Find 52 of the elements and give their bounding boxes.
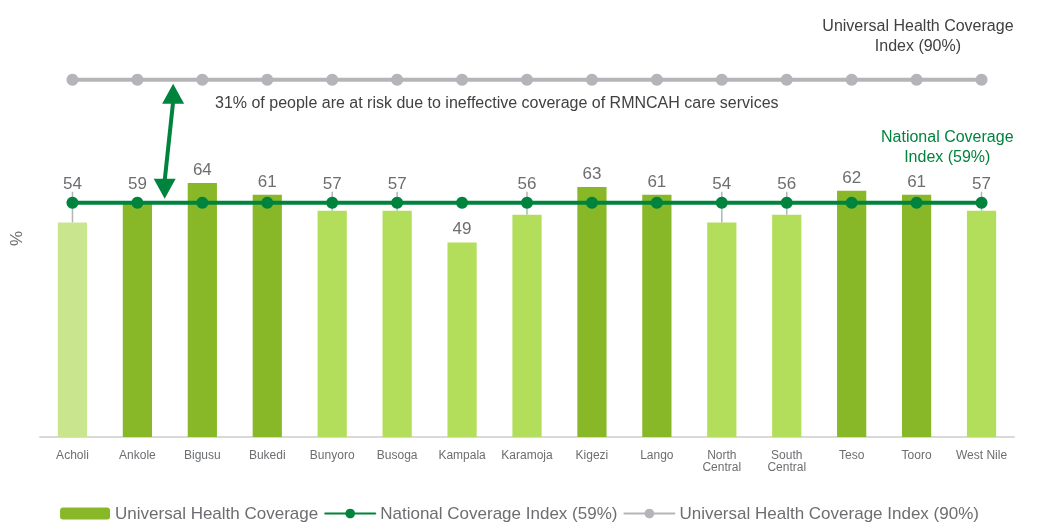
bar (642, 194, 672, 437)
x-tick-label: West Nile (955, 448, 1008, 462)
data-label: 54 (712, 173, 732, 193)
bar (187, 182, 217, 437)
x-tick-label: Ankole (119, 448, 157, 462)
x-tick-label: Bigusu (183, 448, 221, 462)
data-label: 61 (907, 171, 927, 191)
bar (252, 194, 282, 437)
bar (772, 214, 802, 437)
data-label: 54 (63, 173, 82, 193)
annotation: National Coverage Index (59%) (881, 128, 1014, 166)
bar (317, 210, 347, 437)
bar (966, 210, 997, 437)
data-label: 56 (777, 173, 797, 193)
bar (512, 214, 542, 437)
x-tick-label: Bukedi (248, 448, 286, 462)
data-label: 57 (972, 173, 991, 193)
x-tick-label: Busoga (376, 448, 418, 462)
x-tick-label: Bunyoro (309, 448, 355, 462)
data-label: 59 (127, 173, 147, 193)
x-tick-label: Tooro (901, 448, 932, 462)
x-tick-label: Karamoja (501, 448, 553, 462)
x-tick-label: Acholi (56, 448, 89, 462)
x-tick-label: North Central (702, 448, 742, 474)
legend-label: Universal Health Coverage Index (90%) (679, 504, 979, 523)
data-label: 64 (192, 159, 212, 179)
bar (122, 202, 153, 437)
x-tick-label: Kampala (438, 448, 487, 462)
bar (837, 190, 867, 437)
bar (382, 210, 412, 437)
data-label: 57 (322, 173, 342, 193)
x-tick-label: Kigezi (575, 448, 609, 462)
data-label: 57 (387, 173, 407, 193)
x-tick-label: South Central (767, 448, 807, 474)
data-label: 63 (582, 163, 602, 183)
data-label: 49 (452, 219, 472, 239)
x-tick-label: Lango (640, 448, 674, 462)
data-label: 56 (517, 173, 537, 193)
bar (577, 186, 607, 437)
y-axis-title: % (7, 230, 26, 247)
bar (447, 242, 477, 437)
bar (57, 222, 88, 437)
legend-label: National Coverage Index (59%) (380, 504, 618, 523)
bar (707, 222, 737, 437)
bar (901, 194, 932, 437)
data-label: 61 (257, 171, 277, 191)
annotation: Universal Health Coverage Index (90%) (822, 17, 1014, 55)
annotation: 31% of people are at risk due to ineffective coverage of RMNCAH care services (215, 93, 779, 111)
legend-label: Universal Health Coverage (115, 504, 319, 523)
data-label: 62 (842, 167, 862, 187)
data-label: 61 (647, 171, 667, 191)
x-tick-label: Teso (838, 448, 865, 462)
